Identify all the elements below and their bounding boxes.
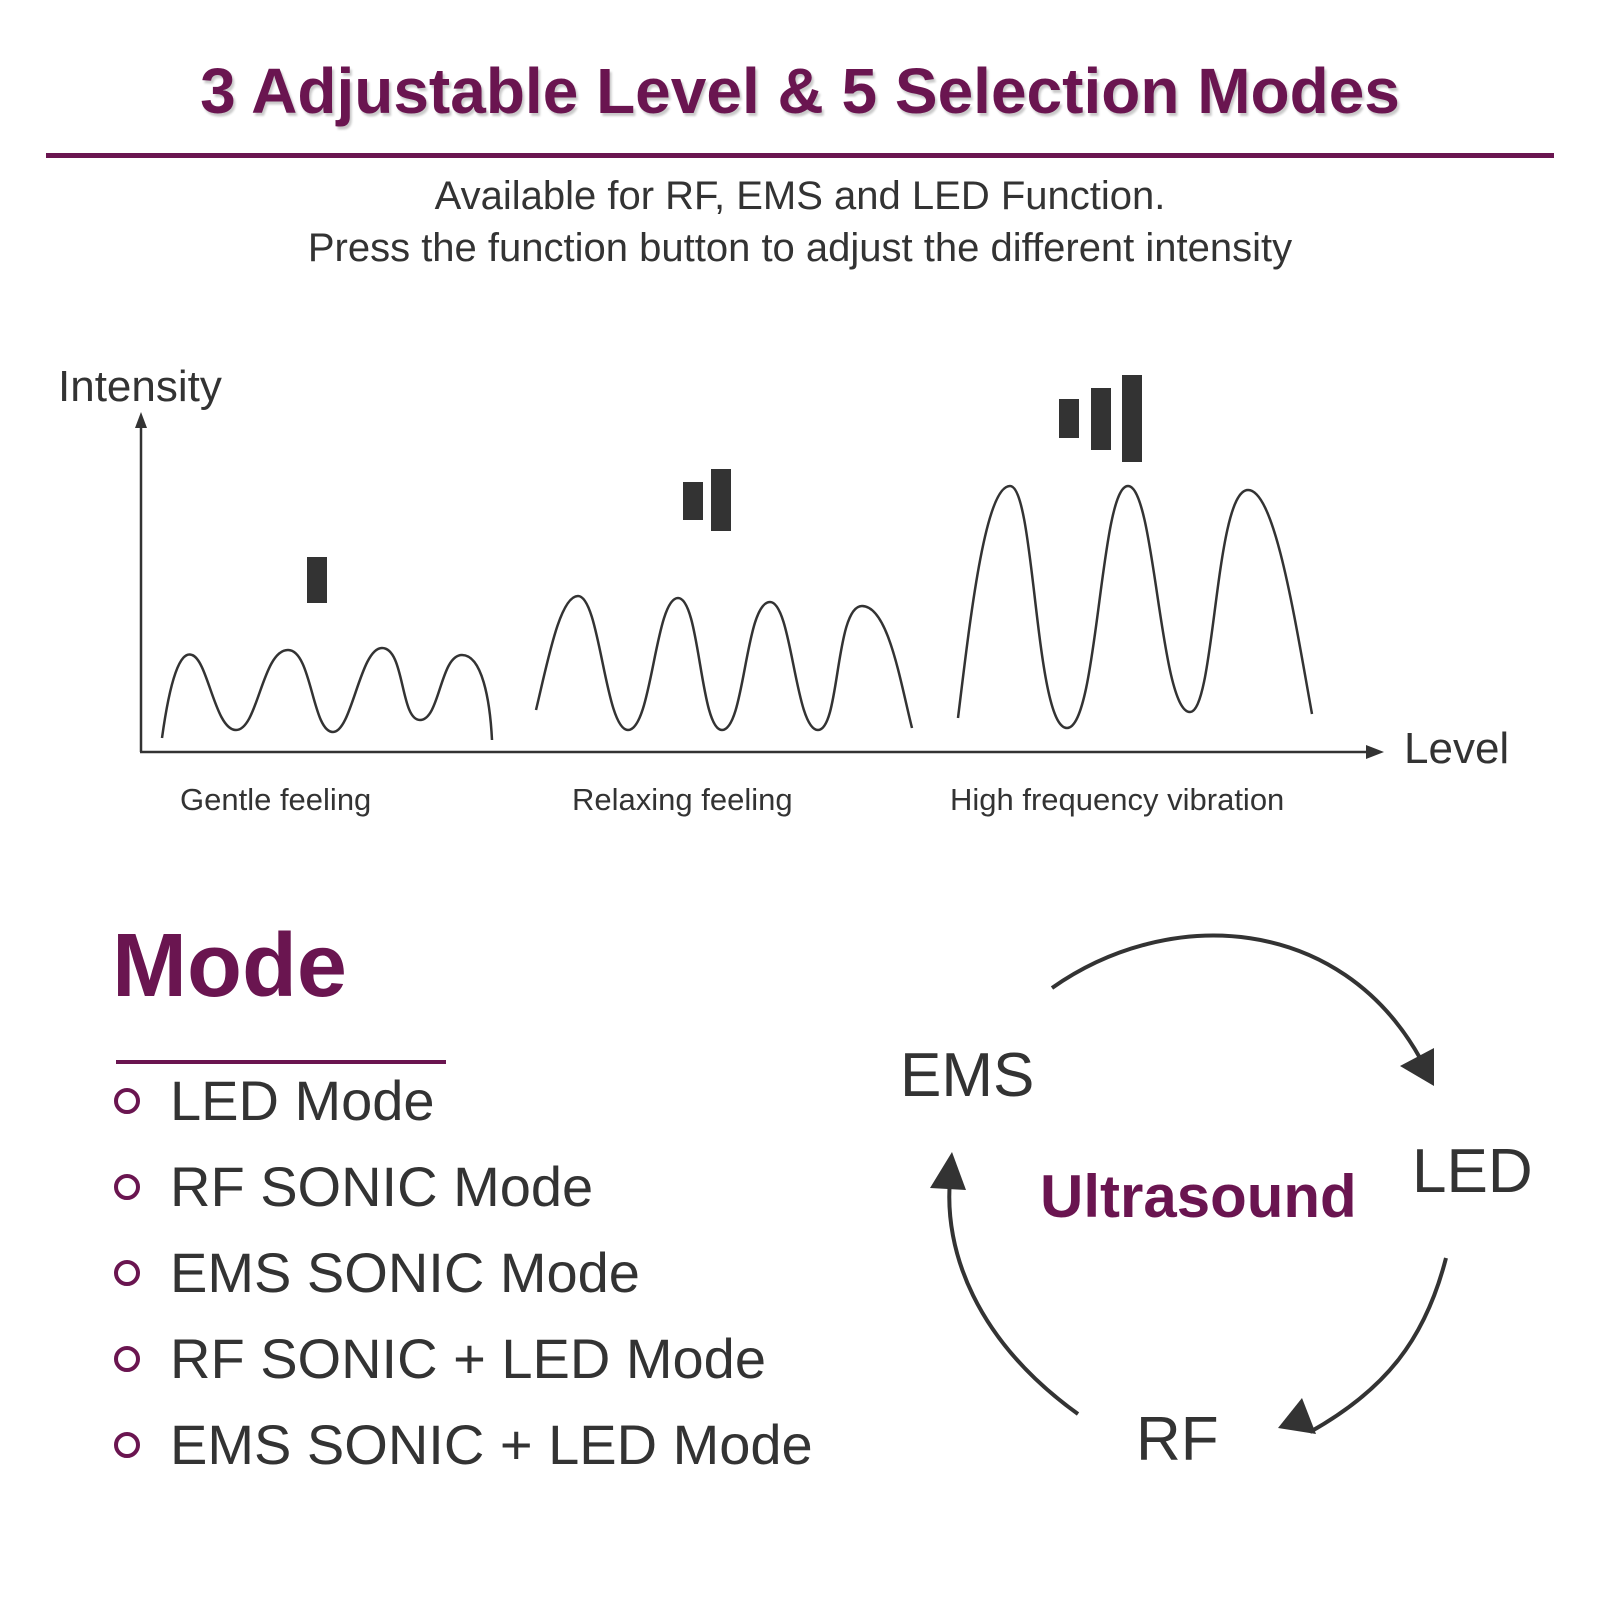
- wave-gentle: [160, 646, 494, 741]
- arrowhead-ems-icon: [930, 1152, 966, 1190]
- cycle-arrow-rf-to-ems: [947, 1179, 1080, 1416]
- circle-bullet-icon: [114, 1259, 140, 1286]
- mode-item: EMS SONIC Mode: [114, 1240, 640, 1305]
- subtitle-line-2: Press the function button to adjust the …: [307, 226, 1293, 270]
- title-divider: [46, 153, 1554, 158]
- mode-divider: [116, 1060, 446, 1064]
- cycle-node-led: LED: [1412, 1137, 1533, 1206]
- y-axis-label: Intensity: [58, 362, 222, 411]
- circle-bullet-icon: [114, 1087, 140, 1114]
- subtitle-line-1: Available for RF, EMS and LED Function.: [434, 174, 1166, 218]
- level-2-bar-1: [683, 482, 703, 520]
- caption-high: High frequency vibration: [950, 782, 1285, 817]
- wave-high: [956, 484, 1314, 730]
- page-title: 3 Adjustable Level & 5 Selection Modes: [200, 55, 1400, 127]
- mode-label: LED Mode: [170, 1069, 435, 1132]
- cycle-node-ems: EMS: [900, 1041, 1035, 1110]
- level-2-bar-2: [711, 469, 731, 531]
- level-1-bar-1: [307, 557, 327, 603]
- mode-label: EMS SONIC Mode: [170, 1241, 640, 1304]
- mode-item: RF SONIC + LED Mode: [114, 1326, 766, 1391]
- x-axis-arrow-icon: [1366, 745, 1384, 759]
- arrowhead-led-icon: [1400, 1048, 1434, 1086]
- mode-label: EMS SONIC + LED Mode: [170, 1413, 813, 1476]
- cycle-center-label: Ultrasound: [1040, 1163, 1357, 1230]
- x-axis-label: Level: [1404, 724, 1510, 773]
- mode-item: LED Mode: [114, 1068, 435, 1133]
- circle-bullet-icon: [114, 1173, 140, 1200]
- cycle-arrow-ems-to-led: [1050, 933, 1422, 1059]
- caption-gentle: Gentle feeling: [180, 782, 372, 817]
- arrowhead-rf-icon: [1278, 1398, 1316, 1434]
- cycle-arrow-led-to-rf: [1309, 1257, 1448, 1434]
- mode-item: EMS SONIC + LED Mode: [114, 1412, 813, 1477]
- caption-relaxing: Relaxing feeling: [572, 782, 793, 817]
- y-axis-arrow-icon: [135, 412, 147, 428]
- circle-bullet-icon: [114, 1431, 140, 1458]
- wave-relaxing: [534, 594, 914, 732]
- circle-bullet-icon: [114, 1345, 140, 1372]
- mode-title: Mode: [112, 916, 347, 1016]
- level-3-bar-2: [1091, 388, 1111, 450]
- cycle-node-rf: RF: [1136, 1405, 1219, 1474]
- mode-label: RF SONIC Mode: [170, 1155, 594, 1218]
- mode-item: RF SONIC Mode: [114, 1154, 593, 1219]
- mode-label: RF SONIC + LED Mode: [170, 1327, 766, 1390]
- level-3-bar-1: [1059, 399, 1079, 438]
- level-3-bar-3: [1122, 375, 1142, 462]
